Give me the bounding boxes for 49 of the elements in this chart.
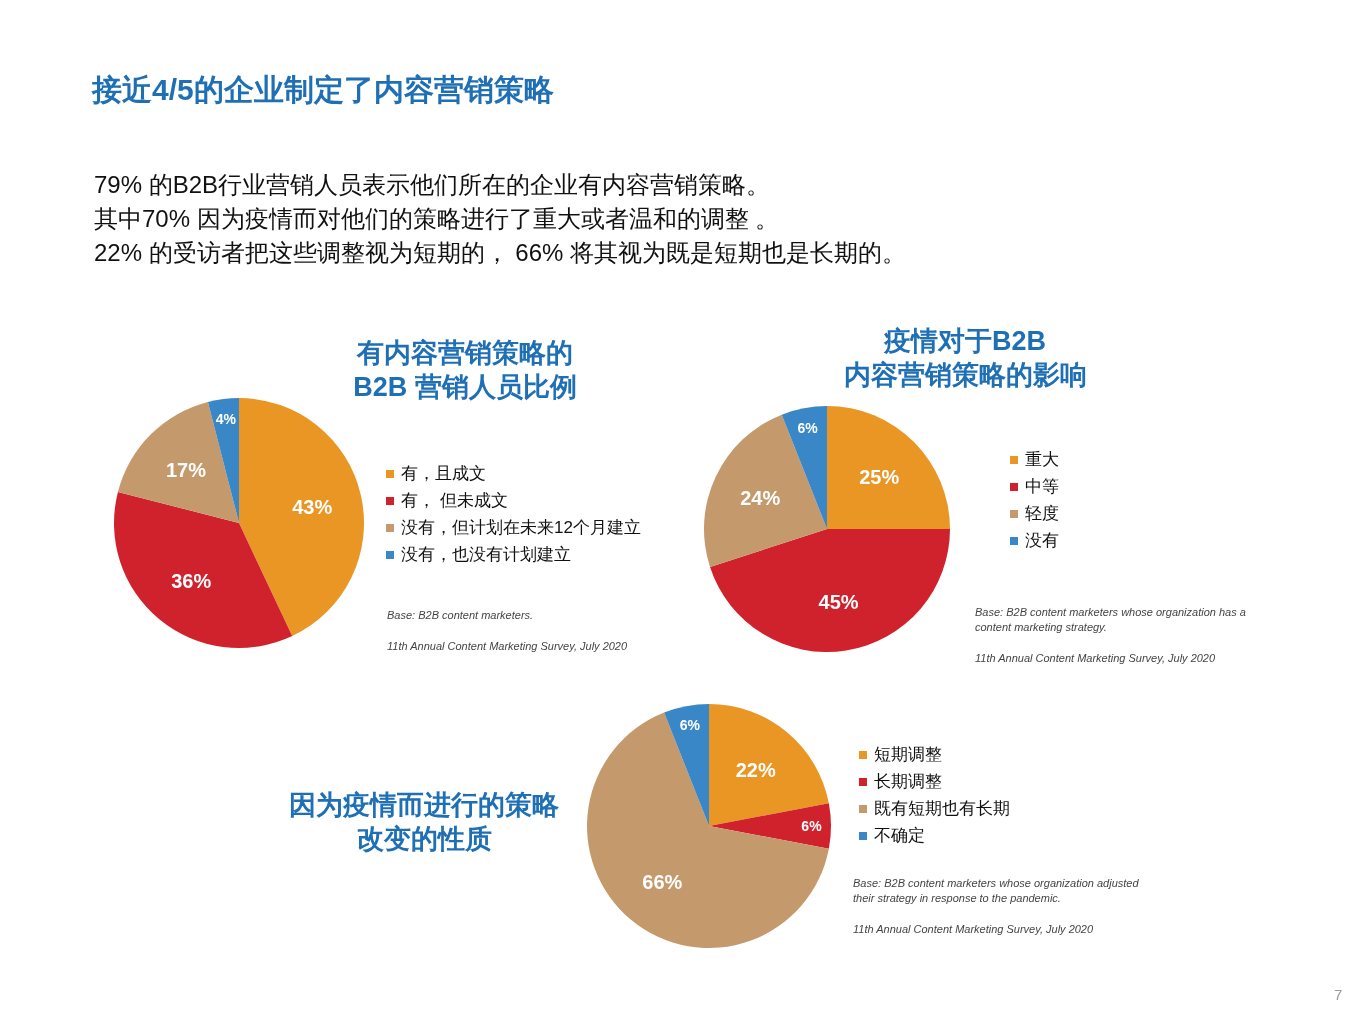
legend-label: 既有短期也有长期 bbox=[874, 798, 1010, 820]
data-label: 17% bbox=[165, 458, 207, 481]
legend-label: 短期调整 bbox=[874, 744, 942, 766]
legend-label: 长期调整 bbox=[874, 771, 942, 793]
legend-label: 有， 但未成文 bbox=[401, 490, 508, 512]
chart-title: 疫情对于B2B内容营销策略的影响 bbox=[842, 325, 1088, 392]
pie-slice bbox=[114, 491, 293, 648]
legend-label: 没有，也没有计划建立 bbox=[401, 544, 571, 566]
text: 接近4/5的企业制定了内容营销策略 bbox=[92, 72, 554, 108]
legend-label: 没有，但计划在未来12个月建立 bbox=[401, 517, 641, 539]
data-label: 24% bbox=[740, 486, 781, 509]
data-label: 4% bbox=[215, 410, 237, 427]
data-label: 43% bbox=[292, 495, 333, 518]
legend-label: 没有 bbox=[1025, 530, 1059, 552]
pie-slice bbox=[664, 704, 709, 826]
data-label: 36% bbox=[171, 569, 212, 592]
text: Base: B2B content marketers whose organization has a content marketing strategy. bbox=[975, 605, 1247, 635]
text: 11th Annual Content Marketing Survey, July 2020 bbox=[853, 922, 1095, 937]
text: 22% 的受访者把这些调整视为短期的， 66% 将其视为既是短期也是长期的。 bbox=[94, 238, 907, 268]
data-label: 45% bbox=[818, 590, 859, 613]
text: Base: B2B content marketers. bbox=[387, 608, 535, 623]
pie-slice bbox=[781, 406, 827, 529]
text: 7 bbox=[1334, 986, 1343, 1003]
text: 11th Annual Content Marketing Survey, July 2020 bbox=[975, 651, 1217, 666]
pie-slice bbox=[827, 406, 950, 529]
chart-title: 有内容营销策略的B2B 营销人员比例 bbox=[352, 337, 578, 404]
text: 79% 的B2B行业营销人员表示他们所在的企业有内容营销策略。 bbox=[94, 170, 772, 200]
legend-label: 重大 bbox=[1025, 449, 1059, 471]
legend-label: 中等 bbox=[1025, 476, 1059, 498]
pie-slice bbox=[709, 803, 831, 849]
legend-label: 有，且成文 bbox=[401, 463, 486, 485]
pie-slice bbox=[117, 401, 239, 523]
data-label: 6% bbox=[801, 818, 823, 834]
data-label: 6% bbox=[679, 717, 701, 734]
text: Base: B2B content marketers whose organization adjusted their strategy in response to the pandemic. bbox=[853, 876, 1140, 906]
text: 11th Annual Content Marketing Survey, July 2020 bbox=[387, 639, 629, 654]
pie-slice bbox=[710, 529, 950, 652]
pie-slice bbox=[587, 712, 829, 948]
legend-label: 轻度 bbox=[1025, 503, 1059, 525]
data-label: 25% bbox=[859, 465, 900, 488]
data-label: 66% bbox=[642, 871, 683, 894]
pie-slice bbox=[704, 414, 827, 568]
data-label: 22% bbox=[735, 758, 776, 781]
pie-slice bbox=[207, 398, 239, 523]
data-label: 6% bbox=[797, 419, 819, 436]
pie-slice bbox=[239, 398, 364, 637]
legend-label: 不确定 bbox=[874, 825, 925, 847]
text: 因为疫情而进行的策略改变的性质 bbox=[288, 789, 560, 856]
text: 其中70% 因为疫情而对他们的策略进行了重大或者温和的调整 。 bbox=[94, 204, 781, 234]
